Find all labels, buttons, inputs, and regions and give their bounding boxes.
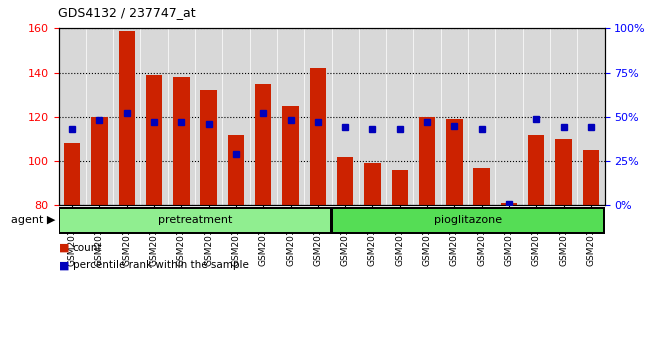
Bar: [118, 30, 135, 205]
Text: ■: ■: [58, 243, 69, 253]
Text: pretreatment: pretreatment: [158, 215, 232, 225]
Bar: [173, 77, 190, 205]
Bar: [446, 119, 463, 205]
Bar: [309, 68, 326, 205]
Bar: [91, 117, 108, 205]
Bar: [64, 143, 81, 205]
Bar: [500, 203, 517, 205]
Text: ■: ■: [58, 261, 69, 270]
Text: pioglitazone: pioglitazone: [434, 215, 502, 225]
Bar: [337, 156, 354, 205]
Bar: [364, 163, 381, 205]
Bar: [146, 75, 162, 205]
Bar: [227, 135, 244, 205]
Bar: [255, 84, 272, 205]
Bar: [473, 168, 490, 205]
Text: percentile rank within the sample: percentile rank within the sample: [73, 261, 249, 270]
Text: GDS4132 / 237747_at: GDS4132 / 237747_at: [58, 6, 196, 19]
Text: agent ▶: agent ▶: [11, 215, 55, 225]
Bar: [391, 170, 408, 205]
Bar: [555, 139, 572, 205]
Text: count: count: [73, 243, 102, 253]
Bar: [419, 117, 436, 205]
Bar: [200, 90, 217, 205]
Bar: [282, 106, 299, 205]
Bar: [582, 150, 599, 205]
Bar: [528, 135, 545, 205]
